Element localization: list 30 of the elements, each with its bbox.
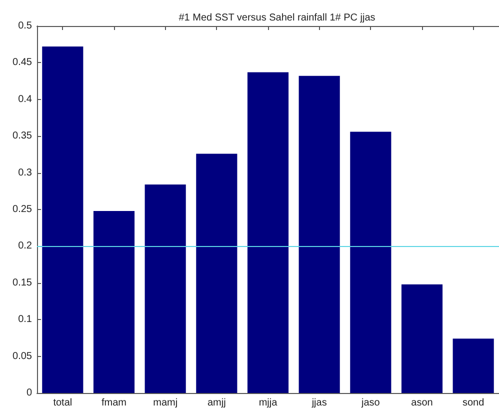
- y-tick-label: 0.45: [12, 57, 32, 68]
- x-tick-label: fmam: [102, 398, 126, 408]
- x-tick-label: mjja: [258, 398, 278, 408]
- y-tick-label: 0.2: [18, 240, 32, 252]
- bar: [452, 338, 494, 393]
- x-tick-label: total: [53, 398, 72, 408]
- bar: [350, 132, 392, 393]
- bar: [401, 284, 443, 393]
- y-tick-label: 0.3: [18, 167, 32, 178]
- bar: [247, 72, 289, 393]
- y-tick-label: 0.25: [12, 204, 32, 215]
- x-tick-label: jaso: [360, 398, 380, 408]
- bar: [196, 154, 238, 393]
- bar: [42, 46, 84, 393]
- y-tick-label: 0.5: [18, 20, 32, 32]
- x-tick-label: amjj: [207, 398, 226, 408]
- x-tick-label: jjas: [310, 398, 327, 408]
- y-tick-label: 0.4: [18, 94, 32, 105]
- y-tick-label: 0.1: [18, 314, 32, 326]
- x-tick-label: sond: [462, 398, 484, 408]
- chart-title: #1 Med SST versus Sahel rainfall 1# PC jjas: [178, 12, 376, 24]
- y-tick-label: 0.05: [12, 350, 32, 362]
- x-tick-label: ason: [411, 398, 433, 408]
- bar: [298, 76, 340, 393]
- x-tick-label: mamj: [153, 398, 178, 408]
- y-tick-label: 0.15: [12, 277, 32, 288]
- y-tick-label: 0: [26, 388, 32, 398]
- bar: [144, 184, 186, 393]
- bar: [93, 210, 135, 393]
- y-tick-label: 0.35: [12, 130, 32, 142]
